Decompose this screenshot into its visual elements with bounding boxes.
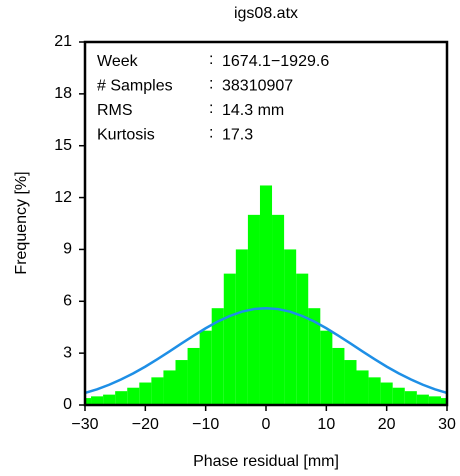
annotation-label: RMS	[97, 102, 133, 119]
bar	[223, 273, 236, 405]
annotation-label: Kurtosis	[97, 127, 155, 144]
bar	[308, 308, 321, 405]
bar	[344, 360, 357, 405]
annotation-label: # Samples	[97, 78, 173, 95]
y-tick-label: 6	[63, 293, 72, 310]
bar	[284, 249, 297, 405]
annotation-separator: :	[209, 51, 213, 68]
annotation-value: 14.3 mm	[222, 102, 284, 119]
y-axis-label: Frequency [%]	[13, 171, 30, 274]
annotation-separator: :	[209, 125, 213, 142]
y-tick-label: 18	[54, 85, 72, 102]
bar	[211, 308, 224, 405]
bar	[320, 330, 333, 405]
annotation-value: 1674.1−1929.6	[222, 53, 329, 70]
y-tick-label: 15	[54, 137, 72, 154]
bar	[356, 370, 369, 405]
bar	[440, 398, 447, 405]
bar	[404, 391, 417, 405]
bar	[380, 382, 393, 405]
bar	[103, 394, 116, 405]
annotation-value: 17.3	[222, 127, 253, 144]
fit-curve	[85, 306, 447, 395]
annotation-value: 38310907	[222, 78, 293, 95]
bar	[115, 391, 128, 405]
bar	[163, 370, 176, 405]
x-tick-label: −20	[132, 416, 159, 433]
bar	[259, 185, 273, 405]
y-tick-label: 21	[54, 33, 72, 50]
annotation-separator: :	[209, 100, 213, 117]
bar	[368, 377, 381, 405]
x-tick-label: −10	[192, 416, 219, 433]
x-axis-label: Phase residual [mm]	[193, 453, 339, 470]
bar	[85, 398, 92, 405]
x-tick-label: 10	[317, 416, 335, 433]
chart-title: igs08.atx	[234, 5, 298, 22]
annotation-separator: :	[209, 76, 213, 93]
y-tick-label: 0	[63, 396, 72, 413]
bar	[332, 347, 345, 405]
annotation-label: Week	[97, 53, 139, 70]
overlay: −30 −20 −10 0 10 20 30036912151821Week:1674.1−…	[54, 33, 456, 433]
y-tick-label: 12	[54, 189, 72, 206]
bar	[392, 387, 405, 405]
bar	[235, 249, 248, 405]
bar	[199, 330, 212, 405]
bar	[151, 377, 164, 405]
bar	[187, 347, 200, 405]
x-tick-label: 0	[262, 416, 271, 433]
bar	[416, 394, 429, 405]
bar	[428, 396, 441, 405]
x-tick-label: 30	[438, 416, 456, 433]
plot-area	[85, 185, 447, 405]
bar	[296, 273, 309, 405]
bar	[139, 382, 152, 405]
x-tick-label: −30	[71, 416, 98, 433]
x-tick-label: 20	[378, 416, 396, 433]
bar	[175, 360, 188, 405]
y-tick-label: 3	[63, 344, 72, 361]
y-tick-label: 9	[63, 241, 72, 258]
bar	[91, 396, 104, 405]
bar	[127, 387, 140, 405]
